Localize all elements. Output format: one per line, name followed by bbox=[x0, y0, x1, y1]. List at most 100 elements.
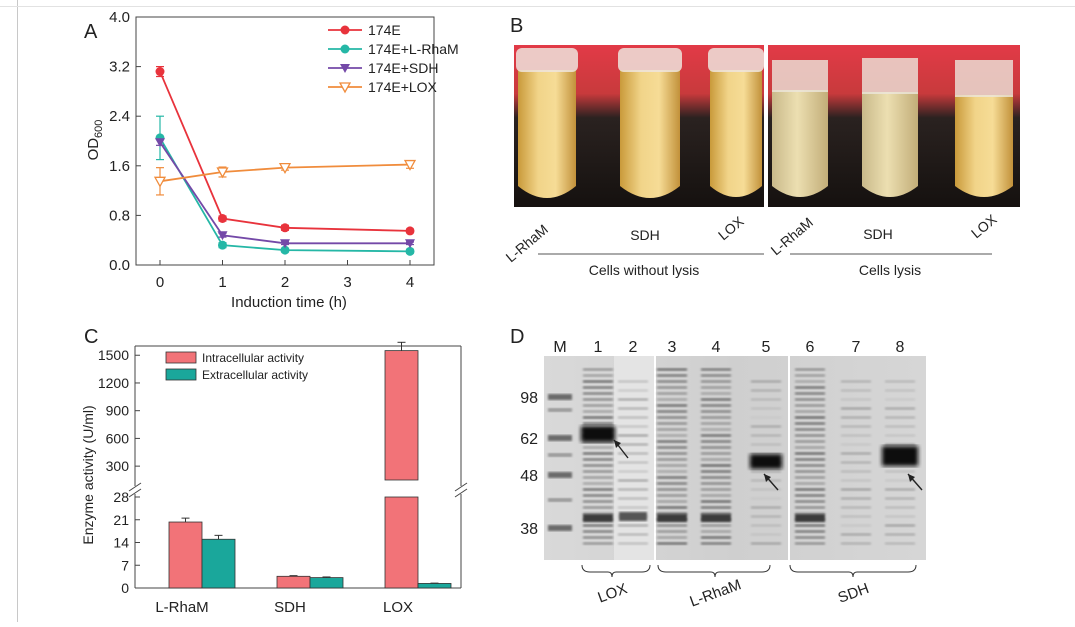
marker-size-label: 48 bbox=[520, 468, 538, 485]
gel-band bbox=[583, 470, 613, 473]
gel-band bbox=[618, 479, 648, 482]
gel-band bbox=[657, 536, 687, 539]
gel-band bbox=[583, 530, 613, 533]
lane-labels: M 1 2 3 4 5 6 7 8 bbox=[553, 339, 904, 356]
bar bbox=[309, 577, 344, 589]
series-line bbox=[159, 141, 410, 245]
data-point bbox=[403, 159, 417, 171]
gel-band bbox=[795, 482, 825, 485]
gel-band bbox=[657, 512, 687, 515]
gel-band bbox=[657, 506, 687, 509]
axis-break-mark bbox=[454, 482, 468, 492]
x-axis-label: Induction time (h) bbox=[231, 294, 347, 311]
gel-band bbox=[751, 443, 781, 446]
gel-band bbox=[583, 416, 613, 419]
lane-label: 7 bbox=[852, 339, 861, 356]
gel-separator bbox=[654, 356, 656, 560]
gel-band bbox=[657, 452, 687, 455]
gel-band bbox=[657, 530, 687, 533]
y-tick-label: 28 bbox=[113, 489, 129, 505]
gel-band bbox=[751, 542, 781, 545]
gel-band bbox=[583, 494, 613, 497]
lane-label: 2 bbox=[629, 339, 638, 356]
legend-swatch bbox=[165, 368, 197, 381]
gel-band bbox=[885, 389, 915, 392]
y-tick-label: 0.0 bbox=[109, 257, 130, 274]
data-point bbox=[217, 231, 228, 241]
gel-band bbox=[841, 452, 871, 455]
gel-band bbox=[841, 533, 871, 536]
top-divider bbox=[0, 6, 1075, 7]
gel-band bbox=[583, 404, 613, 407]
gel-band bbox=[657, 514, 687, 522]
gel-band bbox=[548, 408, 572, 412]
legend: 174E 174E+L-RhaM 174E+SDH 174E+LOX bbox=[328, 22, 459, 95]
data-point bbox=[405, 246, 415, 256]
gel-band bbox=[751, 389, 781, 392]
gel-band bbox=[657, 422, 687, 425]
legend: Intracellular activity Extracellular acti… bbox=[165, 351, 308, 382]
marker-size-label: 98 bbox=[520, 390, 538, 407]
y-axis-label: OD600 bbox=[85, 120, 105, 161]
gel-band bbox=[751, 524, 781, 527]
gel-band bbox=[841, 416, 871, 419]
tube-label: LOX bbox=[968, 211, 1000, 242]
gel-band bbox=[618, 380, 648, 383]
tube bbox=[618, 48, 682, 198]
gel-band bbox=[795, 458, 825, 461]
gel-band bbox=[583, 446, 613, 449]
data-point bbox=[155, 67, 165, 77]
gel-band bbox=[751, 470, 781, 473]
gel-band bbox=[618, 389, 648, 392]
gel-band bbox=[795, 524, 825, 527]
y-tick-label: 1200 bbox=[98, 375, 129, 391]
gel-band bbox=[841, 479, 871, 482]
gel-band bbox=[657, 464, 687, 467]
gel-band bbox=[841, 470, 871, 473]
gel-band bbox=[657, 368, 687, 371]
axis-break-mark bbox=[128, 488, 142, 498]
gel-band bbox=[701, 458, 731, 461]
data-point bbox=[405, 239, 415, 249]
arrow-head bbox=[764, 474, 771, 482]
gel-band bbox=[657, 434, 687, 437]
gel-band bbox=[657, 488, 687, 491]
gel-band bbox=[795, 416, 825, 419]
panel-c-bar-chart: C Enzyme activity (U/ml) 300 600 900 1200 15… bbox=[80, 326, 468, 616]
gel-band bbox=[701, 416, 731, 419]
target-band bbox=[581, 426, 615, 442]
group-brace bbox=[657, 564, 771, 578]
gel-band bbox=[657, 458, 687, 461]
gel-band bbox=[701, 452, 731, 455]
tube bbox=[955, 60, 1013, 197]
gel-band bbox=[583, 398, 613, 401]
gel-band bbox=[751, 452, 781, 455]
gel-separator bbox=[788, 356, 790, 560]
group-label: L-RhaM bbox=[688, 576, 744, 610]
group-brace bbox=[581, 564, 651, 578]
bar bbox=[417, 583, 452, 589]
gel-band bbox=[701, 428, 731, 431]
gel-band bbox=[618, 443, 648, 446]
series-line bbox=[159, 71, 411, 232]
y-tick-label: 300 bbox=[106, 458, 130, 474]
data-point bbox=[218, 240, 227, 250]
gel-band bbox=[583, 422, 613, 425]
gel-band bbox=[751, 533, 781, 536]
gel-band bbox=[795, 428, 825, 431]
gel-band bbox=[795, 500, 825, 503]
gel-band bbox=[795, 404, 825, 407]
gel-band bbox=[657, 392, 687, 395]
arrow-head bbox=[614, 440, 621, 448]
legend-marker bbox=[338, 82, 352, 94]
legend-label: 174E+LOX bbox=[368, 79, 438, 95]
gel-band bbox=[795, 374, 825, 377]
gel-band bbox=[701, 470, 731, 473]
gel-band bbox=[583, 374, 613, 377]
data-point bbox=[218, 214, 227, 223]
legend-label: Intracellular activity bbox=[202, 351, 304, 365]
gel-band bbox=[701, 488, 731, 491]
legend-marker bbox=[340, 44, 350, 54]
gel-band bbox=[751, 515, 781, 518]
data-point bbox=[280, 239, 290, 249]
